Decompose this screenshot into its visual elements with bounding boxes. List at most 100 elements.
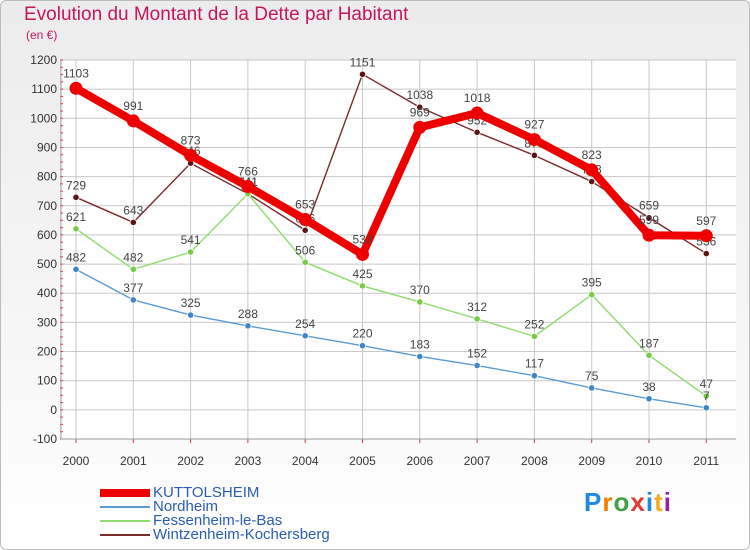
legend-swatch [100, 489, 150, 497]
data-point-kuttolsheim [356, 247, 369, 261]
data-label-wintzenheim-kochersberg: 659 [639, 199, 659, 213]
data-point-fessenheim-le-bas [72, 225, 80, 233]
x-tick-label: 2005 [349, 454, 376, 468]
data-label-nordheim: 75 [585, 369, 599, 383]
data-point-nordheim [588, 384, 596, 392]
data-label-kuttolsheim: 533 [352, 232, 372, 246]
x-tick-label: 2008 [521, 454, 548, 468]
data-point-wintzenheim-kochersberg [702, 249, 710, 258]
data-label-fessenheim-le-bas: 312 [467, 300, 487, 314]
data-label-kuttolsheim: 766 [238, 165, 258, 179]
data-point-fessenheim-le-bas [358, 282, 367, 290]
data-label-nordheim: 152 [467, 347, 487, 361]
data-point-fessenheim-le-bas [702, 392, 710, 400]
x-tick-label: 2006 [406, 454, 433, 468]
legend-label: Nordheim [153, 498, 219, 515]
data-point-fessenheim-le-bas [301, 258, 309, 266]
data-point-kuttolsheim [184, 148, 198, 162]
legend-swatch [100, 520, 150, 522]
data-label-wintzenheim-kochersberg: 1151 [350, 55, 376, 69]
data-label-fessenheim-le-bas: 506 [295, 243, 315, 257]
data-label-fessenheim-le-bas: 187 [639, 336, 659, 350]
data-point-fessenheim-le-bas [473, 315, 481, 323]
data-point-kuttolsheim [69, 81, 83, 95]
data-point-kuttolsheim [527, 133, 541, 147]
y-tick-label: 500 [37, 257, 57, 271]
series-line-fessenheim-le-bas [75, 193, 707, 397]
data-label-fessenheim-le-bas: 370 [410, 283, 430, 297]
data-label-fessenheim-le-bas: 252 [524, 317, 544, 331]
y-tick-label: 1100 [31, 82, 57, 96]
data-label-nordheim: 117 [525, 357, 544, 371]
data-point-nordheim [358, 342, 367, 350]
data-point-nordheim [129, 296, 137, 304]
data-label-kuttolsheim: 927 [524, 118, 544, 132]
data-label-nordheim: 7 [703, 389, 710, 403]
y-tick-label: 700 [37, 199, 57, 213]
logo-letter: x [630, 487, 646, 517]
data-label-kuttolsheim: 991 [123, 99, 143, 113]
data-point-fessenheim-le-bas [530, 332, 539, 340]
y-tick-label: 800 [37, 170, 57, 184]
data-point-fessenheim-le-bas [416, 298, 424, 306]
data-label-kuttolsheim: 823 [582, 148, 602, 162]
data-label-nordheim: 482 [66, 250, 86, 264]
legend-label: Wintzenheim-Kochersberg [153, 526, 330, 543]
data-point-nordheim [645, 395, 653, 403]
data-point-nordheim [187, 311, 195, 319]
data-point-nordheim [244, 322, 252, 330]
data-label-kuttolsheim: 653 [295, 197, 315, 211]
data-label-kuttolsheim: 1018 [464, 91, 491, 105]
y-tick-label: 400 [37, 286, 57, 300]
logo-letter: P [584, 487, 603, 517]
data-label-nordheim: 325 [181, 296, 201, 310]
data-label-fessenheim-le-bas: 47 [700, 377, 714, 391]
data-point-nordheim [416, 352, 424, 361]
data-point-wintzenheim-kochersberg [645, 214, 653, 222]
data-label-nordheim: 377 [123, 281, 143, 295]
y-tick-label: 0 [50, 403, 57, 417]
data-point-nordheim [72, 265, 80, 273]
data-label-wintzenheim-kochersberg: 729 [66, 178, 86, 192]
data-point-nordheim [473, 361, 481, 370]
data-point-wintzenheim-kochersberg [416, 103, 424, 111]
x-tick-label: 2003 [235, 454, 262, 468]
x-tick-label: 2001 [120, 454, 147, 468]
data-point-fessenheim-le-bas [187, 248, 195, 256]
legend-label: Fessenheim-le-Bas [153, 512, 283, 529]
data-point-kuttolsheim [126, 114, 140, 128]
data-label-nordheim: 220 [352, 327, 372, 341]
series-line-wintzenheim-kochersberg [75, 73, 707, 255]
data-point-kuttolsheim [699, 229, 713, 243]
data-label-kuttolsheim: 873 [181, 133, 201, 147]
data-label-wintzenheim-kochersberg: 643 [123, 203, 143, 217]
data-point-wintzenheim-kochersberg [301, 226, 309, 234]
data-point-kuttolsheim [413, 120, 427, 134]
data-label-nordheim: 288 [238, 307, 258, 321]
data-label-kuttolsheim: 597 [696, 214, 716, 228]
logo-letter: i [645, 487, 655, 517]
data-point-kuttolsheim [470, 106, 484, 120]
x-tick-label: 2010 [636, 454, 663, 468]
data-point-kuttolsheim [241, 180, 255, 194]
legend-swatch [100, 534, 150, 536]
logo-letter: i [663, 487, 672, 517]
proxiti-logo: Proxiti [584, 487, 672, 518]
y-tick-label: 1000 [30, 111, 57, 125]
x-tick-label: 2000 [63, 454, 90, 468]
data-point-wintzenheim-kochersberg [72, 193, 80, 201]
y-tick-label: 1200 [30, 53, 57, 67]
y-tick-label: 600 [37, 228, 57, 242]
legend-label: KUTTOLSHEIM [153, 484, 260, 501]
data-label-fessenheim-le-bas: 621 [66, 210, 86, 224]
data-point-fessenheim-le-bas [588, 291, 596, 299]
x-tick-label: 2002 [177, 454, 204, 468]
data-label-fessenheim-le-bas: 425 [352, 267, 372, 281]
data-label-fessenheim-le-bas: 482 [123, 250, 143, 264]
x-tick-label: 2007 [464, 454, 491, 468]
y-tick-label: 900 [37, 140, 57, 154]
series-line-nordheim [75, 268, 707, 409]
data-label-kuttolsheim: 969 [410, 105, 430, 119]
data-point-nordheim [530, 372, 539, 380]
